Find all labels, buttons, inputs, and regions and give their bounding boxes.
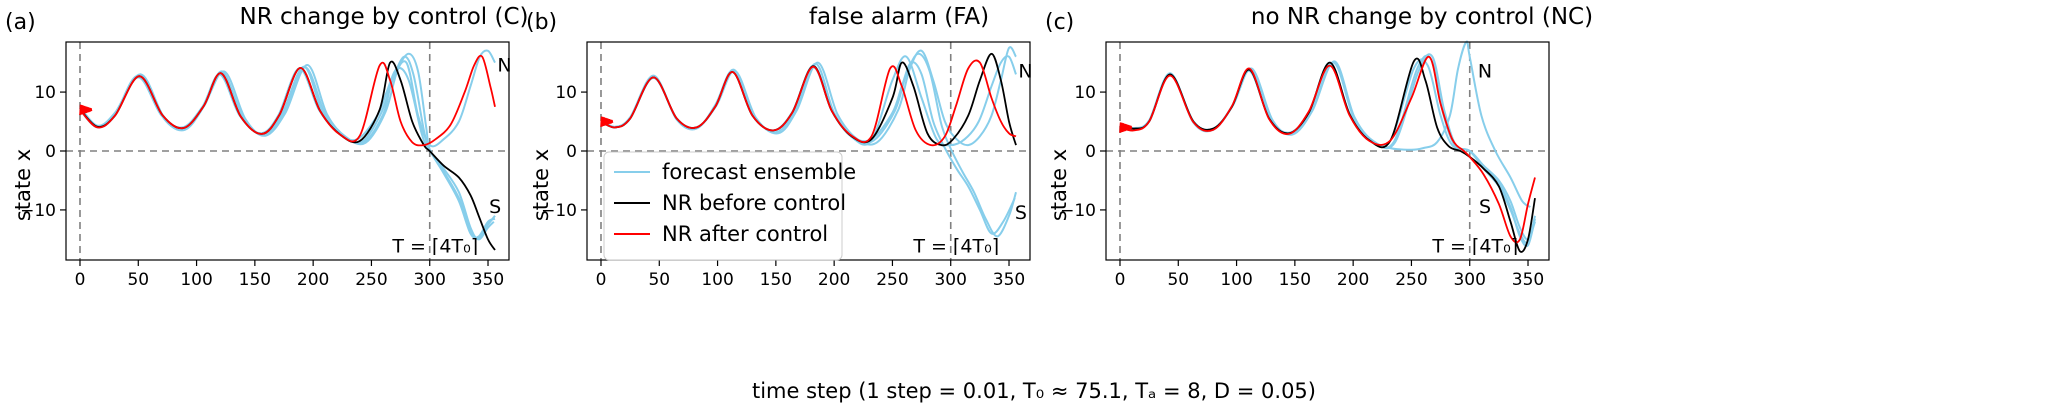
y-tick-label: 0 [1085, 142, 1096, 162]
y-axis-label: state x [11, 149, 35, 221]
annotation-label: T = ⌈4T₀⌉ [1431, 235, 1518, 257]
annotation-label: T = ⌈4T₀⌉ [912, 235, 999, 257]
x-tick-label: 300 [1453, 270, 1485, 290]
y-tick-label: −10 [1060, 201, 1096, 221]
x-tick-label: 150 [760, 270, 792, 290]
legend-label-after: NR after control [662, 222, 828, 246]
observation-jitter [79, 104, 93, 116]
observation-jitter [1119, 122, 1133, 133]
x-tick-label: 200 [297, 270, 329, 290]
panel-title: false alarm (FA) [809, 4, 989, 30]
x-tick-label: 350 [993, 270, 1025, 290]
series-after-line [600, 59, 1017, 147]
observation-jitter [600, 116, 614, 127]
series-ensemble-line [1119, 58, 1536, 241]
series-after-line [79, 54, 496, 147]
panel-c: (c) no NR change by control (NC) state x… [1045, 4, 1593, 290]
x-tick-label: 250 [1395, 270, 1427, 290]
y-tick-label: −10 [20, 201, 56, 221]
series-ensemble-line [600, 46, 1017, 147]
x-tick-label: 300 [934, 270, 966, 290]
x-tick-label: 50 [648, 270, 670, 290]
x-tick-label: 300 [413, 270, 445, 290]
x-tick-label: 250 [355, 270, 387, 290]
x-tick-label: 350 [1512, 270, 1544, 290]
annotation-label: S [489, 196, 501, 218]
x-tick-label: 350 [472, 270, 504, 290]
annotation-label: S [1015, 202, 1027, 224]
panel-title: no NR change by control (NC) [1251, 4, 1593, 30]
series-ensemble-line [79, 55, 496, 240]
y-tick-label: 10 [1074, 83, 1096, 103]
x-tick-label: 150 [239, 270, 271, 290]
annotation-label: S [1479, 196, 1491, 218]
x-tick-label: 100 [180, 270, 212, 290]
legend-label-before: NR before control [662, 191, 846, 215]
y-axis-label: state x [1047, 149, 1071, 221]
series-after-line [1119, 55, 1536, 244]
y-tick-label: 10 [555, 83, 577, 103]
x-tick-label: 100 [701, 270, 733, 290]
x-tick-label: 0 [75, 270, 86, 290]
panel-label: (a) [5, 10, 36, 35]
legend: forecast ensemble NR before control NR a… [603, 151, 856, 261]
annotation-label: T = ⌈4T₀⌉ [391, 235, 478, 257]
x-tick-label: 150 [1279, 270, 1311, 290]
y-tick-label: 0 [566, 142, 577, 162]
x-tick-label: 0 [596, 270, 607, 290]
panel-title: NR change by control (C) [239, 4, 528, 30]
y-tick-label: −10 [541, 201, 577, 221]
x-tick-label: 250 [876, 270, 908, 290]
annotation-label: N [1478, 60, 1492, 82]
shared-x-axis-label: time step (1 step = 0.01, T₀ ≈ 75.1, Tₐ … [752, 379, 1316, 403]
annotation-label: N [497, 54, 511, 76]
panel-label: (b) [526, 10, 557, 35]
y-tick-label: 10 [34, 83, 56, 103]
legend-label-ensemble: forecast ensemble [662, 160, 856, 184]
series-before-line [600, 52, 1017, 147]
x-tick-label: 200 [1337, 270, 1369, 290]
x-tick-label: 0 [1115, 270, 1126, 290]
y-axis-label: state x [529, 149, 553, 221]
x-tick-label: 50 [127, 270, 149, 290]
y-tick-label: 0 [45, 142, 56, 162]
x-tick-label: 50 [1167, 270, 1189, 290]
legend-box [603, 151, 843, 261]
series-ensemble-line [1119, 53, 1536, 245]
x-tick-label: 100 [1220, 270, 1252, 290]
panel-a: (a) NR change by control (C) state x N ST… [5, 4, 529, 290]
x-tick-label: 200 [818, 270, 850, 290]
annotation-label: N [1018, 60, 1032, 82]
panel-label: (c) [1045, 10, 1074, 35]
